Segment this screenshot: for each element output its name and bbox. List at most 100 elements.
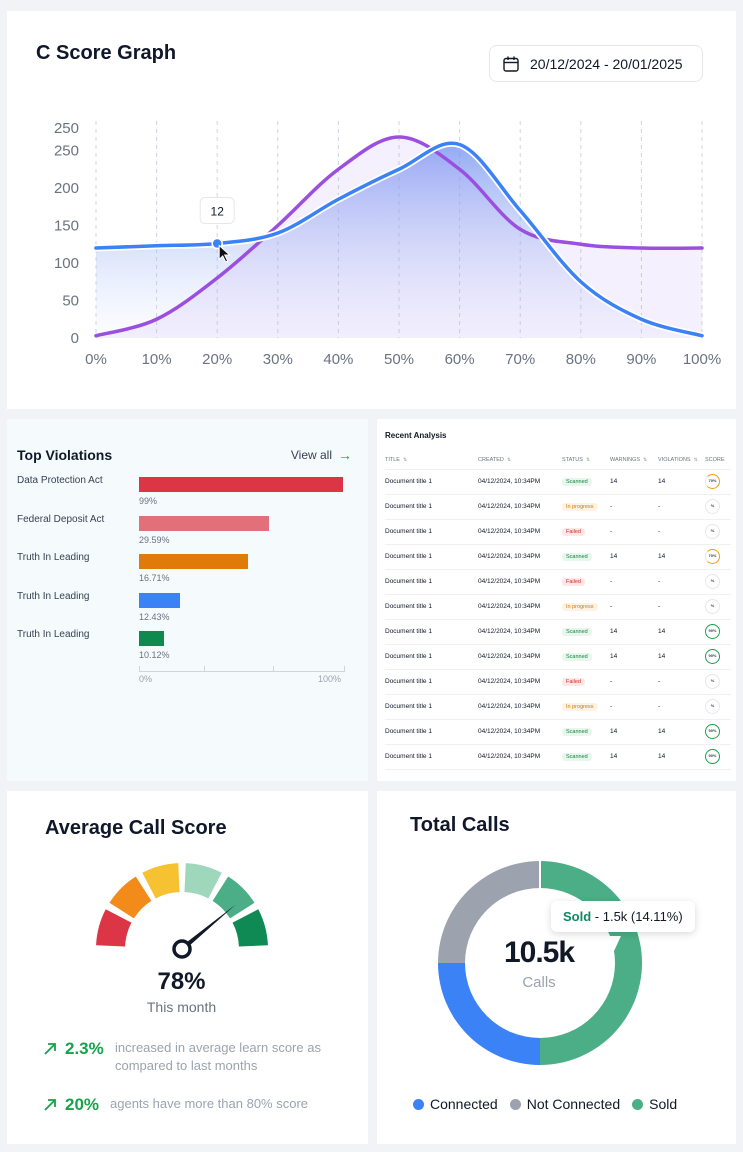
legend-item[interactable]: Sold xyxy=(632,1096,677,1112)
table-row[interactable]: Document title 1 04/12/2024, 10:34PM Scann… xyxy=(385,644,731,670)
view-all-link[interactable]: View all → xyxy=(291,447,352,463)
table-header-row: TITLE ⇅ CREATED ⇅ STATUS ⇅ WARNINGS ⇅ VIOLATIONS… xyxy=(385,452,731,470)
recent-analysis-table: TITLE ⇅ CREATED ⇅ STATUS ⇅ WARNINGS ⇅ VIOLATIONS… xyxy=(385,452,731,770)
cell-score: % xyxy=(705,569,731,595)
axis-tick xyxy=(344,666,345,671)
table-row[interactable]: Document title 1 04/12/2024, 10:34PM Scann… xyxy=(385,619,731,645)
c-score-graph-card: C Score Graph 20/12/2024 - 20/01/2025 0%… xyxy=(7,11,736,409)
cell-status: Failed xyxy=(562,669,610,695)
sort-icon[interactable]: ⇅ xyxy=(506,457,512,464)
x-tick-label: 70% xyxy=(505,351,535,368)
cell-title: Document title 1 xyxy=(385,694,478,720)
date-range-picker[interactable]: 20/12/2024 - 20/01/2025 xyxy=(489,45,703,82)
score-gauge xyxy=(96,863,268,959)
sold-tooltip: Sold - 1.5k (14.11%) xyxy=(551,901,695,932)
cell-score: 90% xyxy=(705,719,731,745)
table-row[interactable]: Document title 1 04/12/2024, 10:34PM In pr… xyxy=(385,494,731,520)
cell-status: Scanned xyxy=(562,719,610,745)
avg-score-value: 78% xyxy=(157,968,206,995)
gauge-segment xyxy=(212,876,255,919)
gauge-segment xyxy=(232,909,268,947)
table-row[interactable]: Document title 1 04/12/2024, 10:34PM Faile… xyxy=(385,669,731,695)
status-badge: Failed xyxy=(562,677,585,686)
status-badge: Scanned xyxy=(562,727,592,736)
column-header-label: VIOLATIONS xyxy=(658,457,691,464)
table-row[interactable]: Document title 1 04/12/2024, 10:34PM Scann… xyxy=(385,744,731,770)
avg-call-title: Average Call Score xyxy=(45,817,227,839)
sort-icon[interactable]: ⇅ xyxy=(693,457,698,464)
sort-icon[interactable]: ⇅ xyxy=(402,457,408,464)
cell-created: 04/12/2024, 10:34PM xyxy=(478,669,562,695)
cell-warnings: 14 xyxy=(610,744,658,770)
x-tick-label: 50% xyxy=(384,351,414,368)
cell-violations: 14 xyxy=(658,619,705,645)
table-row[interactable]: Document title 1 04/12/2024, 10:34PM Faile… xyxy=(385,519,731,545)
legend-item[interactable]: Connected xyxy=(413,1096,498,1112)
legend-item[interactable]: Not Connected xyxy=(509,1096,620,1112)
stat-text: increased in average learn score as comp… xyxy=(115,1040,321,1073)
cell-violations: 14 xyxy=(658,544,705,570)
column-header-label: SCORE xyxy=(705,457,725,464)
table-row[interactable]: Document title 1 04/12/2024, 10:34PM Scann… xyxy=(385,719,731,745)
y-tick-label: 50 xyxy=(62,293,79,310)
table-row[interactable]: Document title 1 04/12/2024, 10:34PM Scann… xyxy=(385,544,731,570)
table-row[interactable]: Document title 1 04/12/2024, 10:34PM Scann… xyxy=(385,469,731,495)
view-all-label: View all xyxy=(290,448,332,462)
cell-created: 04/12/2024, 10:34PM xyxy=(478,594,562,620)
axis-tick xyxy=(204,666,205,671)
column-header[interactable]: WARNINGS ⇅ xyxy=(610,452,658,470)
graph-title: C Score Graph xyxy=(36,42,177,64)
calls-subtitle: Calls xyxy=(522,974,556,991)
c-score-chart: 0% 10% 20% 30% 40% 50% 60% 70% 80% 90% 100% 0 50 100 1… xyxy=(54,120,721,368)
violation-label: Truth In Leading xyxy=(17,629,90,640)
column-header[interactable]: SCORE xyxy=(705,452,731,470)
cell-violations: 14 xyxy=(658,469,705,495)
cell-title: Document title 1 xyxy=(385,669,478,695)
cell-title: Document title 1 xyxy=(385,544,478,570)
table-row[interactable]: Document title 1 04/12/2024, 10:34PM In pr… xyxy=(385,594,731,620)
top-violations-card: Top Violations View all → Data Protectio… xyxy=(7,419,368,781)
sort-icon[interactable]: ⇅ xyxy=(643,457,648,464)
column-header-label: WARNINGS xyxy=(610,457,641,464)
cell-warnings: 14 xyxy=(610,544,658,570)
cell-violations: - xyxy=(658,494,705,520)
score-ring: 90% xyxy=(705,724,720,739)
table-row[interactable]: Document title 1 04/12/2024, 10:34PM Faile… xyxy=(385,569,731,595)
cell-score: 70% xyxy=(705,469,731,495)
total-calls-card: Total Calls 10.5k Calls Sold - 1.5k (14.… xyxy=(377,791,736,1144)
donut-segment-connected[interactable] xyxy=(438,963,540,1065)
cell-created: 04/12/2024, 10:34PM xyxy=(478,619,562,645)
legend-dot xyxy=(413,1098,424,1110)
cell-created: 04/12/2024, 10:34PM xyxy=(478,469,562,495)
cell-warnings: - xyxy=(610,569,658,595)
violation-percent: 10.12% xyxy=(139,650,170,660)
cell-score: % xyxy=(705,494,731,520)
score-ring: 90% xyxy=(705,749,720,764)
status-badge: Scanned xyxy=(562,477,592,486)
column-header-label: STATUS xyxy=(562,457,583,464)
table-row[interactable]: Document title 1 04/12/2024, 10:34PM In pr… xyxy=(385,694,731,720)
x-tick-label: 20% xyxy=(202,351,232,368)
column-header[interactable]: TITLE ⇅ xyxy=(385,452,478,470)
column-header[interactable]: VIOLATIONS ⇅ xyxy=(658,452,705,470)
donut-segment-not-connected[interactable] xyxy=(438,861,540,963)
cell-score: 90% xyxy=(705,619,731,645)
cell-title: Document title 1 xyxy=(385,719,478,745)
cell-created: 04/12/2024, 10:34PM xyxy=(478,569,562,595)
column-header-label: CREATED xyxy=(478,457,504,464)
cell-status: Failed xyxy=(562,569,610,595)
cell-title: Document title 1 xyxy=(385,494,478,520)
cell-violations: 14 xyxy=(658,644,705,670)
violations-axis xyxy=(139,671,345,672)
score-ring: % xyxy=(705,674,720,689)
sort-icon[interactable]: ⇅ xyxy=(585,457,591,464)
column-header[interactable]: CREATED ⇅ xyxy=(478,452,562,470)
cell-status: In progress xyxy=(562,494,610,520)
x-tick-label: 40% xyxy=(323,351,353,368)
score-ring: 70% xyxy=(705,549,720,564)
gauge-needle xyxy=(180,904,236,951)
score-ring: % xyxy=(705,699,720,714)
violations-title: Top Violations xyxy=(17,447,113,463)
column-header[interactable]: STATUS ⇅ xyxy=(562,452,610,470)
status-badge: In progress xyxy=(562,502,598,511)
